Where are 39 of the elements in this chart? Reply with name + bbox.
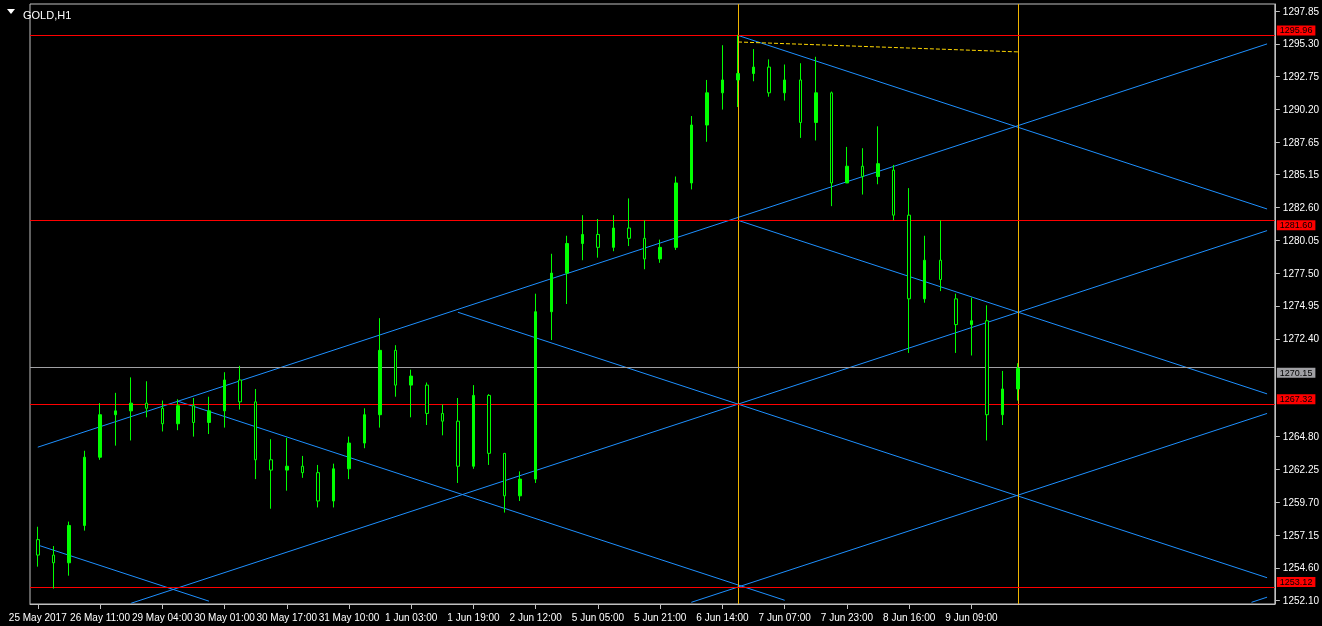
x-tick-label: 25 May 2017 <box>8 611 68 623</box>
chart-title: GOLD,H1 <box>23 8 72 21</box>
y-tick-label: 1292.75 <box>1282 71 1320 83</box>
y-tick-label: 1272.40 <box>1282 333 1320 345</box>
ref-line-label: 1267.32 <box>1279 394 1313 405</box>
y-tick-label: 1285.15 <box>1282 169 1320 181</box>
x-tick-label: 1 Jun 19:00 <box>447 611 501 623</box>
x-tick-label: 26 May 11:00 <box>70 611 131 623</box>
x-tick-label: 6 Jun 14:00 <box>696 611 750 623</box>
y-tick-label: 1257.15 <box>1282 529 1320 541</box>
ref-line-label: 1281.60 <box>1279 220 1313 231</box>
x-tick-label: 30 May 01:00 <box>194 611 256 623</box>
y-tick-label: 1264.80 <box>1282 431 1320 443</box>
y-tick-label: 1254.60 <box>1282 562 1320 574</box>
ref-line-label: 1270.15 <box>1279 367 1313 378</box>
x-tick-label: 1 Jun 03:00 <box>385 611 438 623</box>
y-tick-label: 1259.70 <box>1282 496 1320 508</box>
y-tick-label: 1274.95 <box>1282 300 1320 312</box>
x-tick-label: 8 Jun 16:00 <box>883 611 936 623</box>
y-tick-label: 1280.05 <box>1282 234 1320 246</box>
x-tick-label: 31 May 10:00 <box>318 611 380 623</box>
y-tick-label: 1277.50 <box>1282 267 1320 279</box>
x-tick-label: 5 Jun 05:00 <box>571 611 625 623</box>
y-tick-label: 1282.60 <box>1282 201 1320 213</box>
y-tick-label: 1297.85 <box>1282 5 1320 17</box>
x-tick-label: 7 Jun 07:00 <box>758 611 812 623</box>
ref-line-label: 1295.96 <box>1279 25 1313 36</box>
x-tick-label: 7 Jun 23:00 <box>820 611 874 623</box>
y-tick-label: 1252.10 <box>1282 594 1320 606</box>
x-tick-label: 2 Jun 12:00 <box>509 611 563 623</box>
y-tick-label: 1290.20 <box>1282 104 1320 116</box>
x-tick-label: 30 May 17:00 <box>256 611 318 623</box>
x-tick-label: 29 May 04:00 <box>131 611 193 623</box>
y-tick-label: 1287.65 <box>1282 136 1320 148</box>
x-tick-label: 5 Jun 21:00 <box>634 611 687 623</box>
y-tick-label: 1262.25 <box>1282 463 1320 475</box>
ref-line-label: 1253.12 <box>1279 577 1313 587</box>
y-tick-label: 1295.30 <box>1282 38 1320 50</box>
x-tick-label: 9 Jun 09:00 <box>945 611 998 623</box>
